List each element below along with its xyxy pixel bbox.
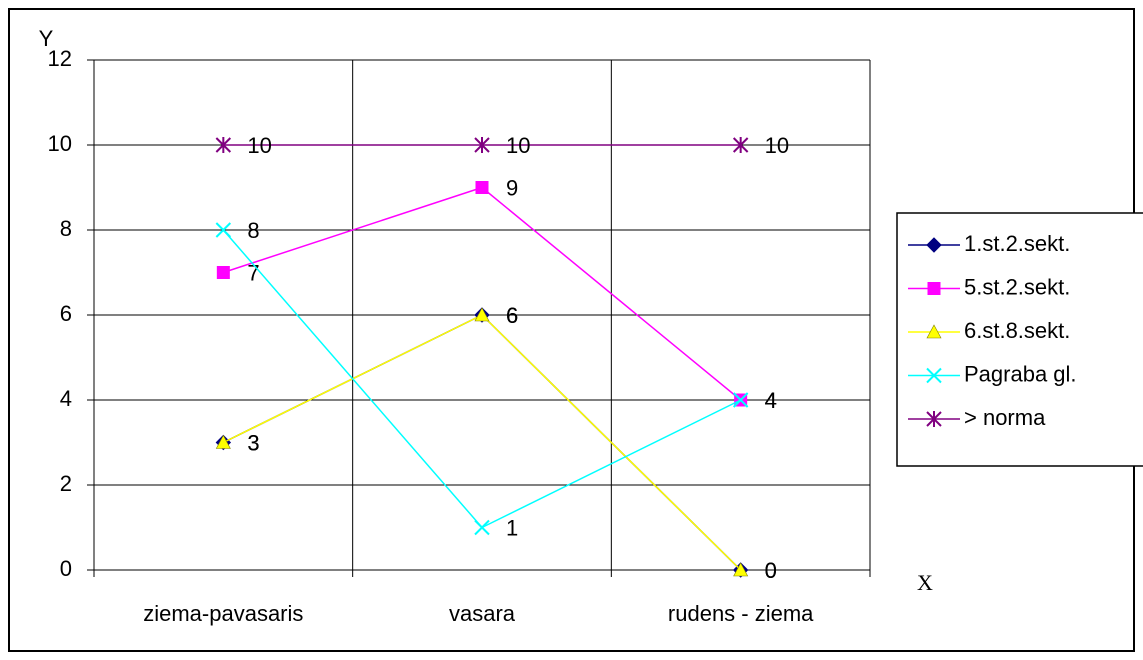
- data-point: [732, 137, 749, 153]
- legend-marker: [926, 367, 942, 384]
- data-point: [215, 222, 232, 238]
- y-tick-label: 0: [60, 556, 72, 581]
- x-tick-label: ziema-pavasaris: [143, 601, 303, 626]
- data-label: 6: [506, 303, 518, 328]
- legend-label: Pagraba gl.: [964, 361, 1077, 386]
- data-label: 6: [506, 303, 518, 328]
- x-tick-label: rudens - ziema: [668, 601, 814, 626]
- data-label: 4: [765, 388, 777, 413]
- legend-label: 1.st.2.sekt.: [964, 231, 1070, 256]
- data-label: 3: [247, 430, 259, 455]
- data-label: 8: [247, 218, 259, 243]
- data-label: 1: [506, 515, 518, 540]
- legend-marker: [926, 411, 942, 427]
- y-tick-label: 8: [60, 216, 72, 241]
- data-label: 7: [247, 260, 259, 285]
- data-point: [215, 434, 231, 449]
- y-tick-label: 6: [60, 301, 72, 326]
- y-tick-label: 4: [60, 386, 72, 411]
- data-label: 10: [247, 133, 271, 158]
- y-tick-label: 12: [48, 46, 72, 71]
- data-point: [474, 137, 490, 153]
- x-tick-label: vasara: [449, 601, 516, 626]
- y-tick-label: 10: [48, 131, 72, 156]
- data-label: 0: [765, 558, 777, 583]
- data-label: 9: [506, 175, 518, 200]
- data-point: [475, 181, 489, 194]
- legend-label: > norma: [964, 405, 1046, 430]
- y-axis-label: Y: [39, 26, 54, 51]
- legend-label: 5.st.2.sekt.: [964, 274, 1070, 299]
- legend-label: 6.st.8.sekt.: [964, 318, 1070, 343]
- data-point: [474, 307, 490, 322]
- legend-marker: [926, 237, 942, 253]
- data-point: [474, 519, 490, 536]
- y-tick-label: 2: [60, 471, 72, 496]
- legend-marker: [927, 282, 941, 295]
- data-point: [216, 266, 230, 279]
- data-point: [215, 137, 232, 153]
- legend-marker: [926, 324, 942, 339]
- data-label: 10: [765, 133, 789, 158]
- data-label: 4: [765, 388, 777, 413]
- data-point: [732, 392, 749, 408]
- data-label: 10: [506, 133, 530, 158]
- data-label: 0: [765, 558, 777, 583]
- data-point: [733, 562, 749, 577]
- x-axis-label: X: [917, 570, 933, 595]
- data-label: 3: [247, 430, 259, 455]
